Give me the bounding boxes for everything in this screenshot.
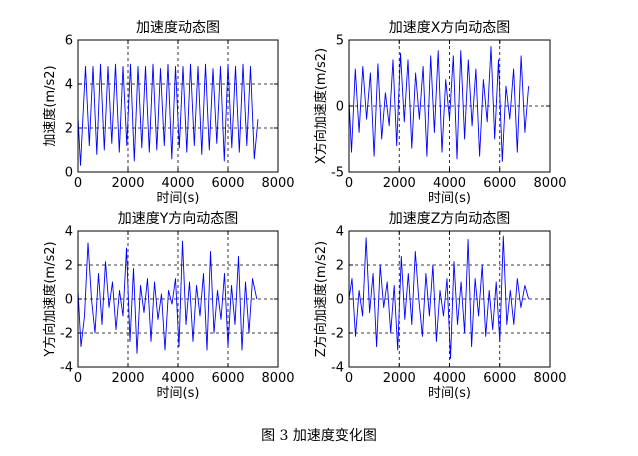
y-tick-label: 6 bbox=[65, 34, 73, 49]
y-tick-label: 2 bbox=[336, 259, 344, 274]
x-tick-label: 6000 bbox=[483, 176, 516, 191]
x-tick-label: 8000 bbox=[261, 176, 294, 191]
y-tick-label: 0 bbox=[336, 293, 344, 308]
y-tick-label: 4 bbox=[65, 78, 73, 93]
x-tick-label: 2000 bbox=[111, 176, 144, 191]
x-axis-label: 时间(s) bbox=[428, 191, 471, 206]
x-tick-label: 4000 bbox=[433, 371, 466, 386]
y-axis-label: Z方向加速度(m/s2) bbox=[313, 241, 329, 357]
data-series-line-1 bbox=[77, 63, 259, 166]
x-tick-label: 4000 bbox=[433, 176, 466, 191]
data-series-line-1 bbox=[348, 235, 530, 359]
data-series-line-1 bbox=[348, 46, 530, 162]
x-axis-label: 时间(s) bbox=[157, 191, 200, 206]
y-axis-label: Y方向加速度(m/s2) bbox=[42, 241, 58, 357]
subplot-2: 0 2000 4000 6000 8000-505加速度X方向动态图时间(s)X方向加速… bbox=[313, 20, 567, 206]
y-tick-label: -5 bbox=[331, 166, 344, 181]
x-tick-label: 8000 bbox=[533, 176, 566, 191]
x-tick-label: 2000 bbox=[383, 371, 416, 386]
y-tick-label: 2 bbox=[65, 122, 73, 137]
y-axis-label: 加速度(m/s2) bbox=[42, 65, 58, 146]
y-tick-label: 2 bbox=[65, 259, 73, 274]
x-tick-label: 2000 bbox=[383, 176, 416, 191]
y-tick-label: 4 bbox=[336, 225, 344, 240]
x-tick-label: 6000 bbox=[211, 176, 244, 191]
y-tick-label: 0 bbox=[336, 100, 344, 115]
x-tick-label: 6000 bbox=[211, 371, 244, 386]
y-axis-label: X方向加速度(m/s2) bbox=[313, 48, 329, 164]
x-tick-label: 4000 bbox=[161, 176, 194, 191]
x-tick-label: 0 bbox=[74, 176, 82, 191]
subplot-title: 加速度动态图 bbox=[136, 20, 220, 36]
y-tick-label: 4 bbox=[65, 225, 73, 240]
y-tick-label: 0 bbox=[65, 293, 73, 308]
x-tick-label: 8000 bbox=[533, 371, 566, 386]
y-tick-label: -2 bbox=[331, 327, 344, 342]
x-tick-label: 2000 bbox=[111, 371, 144, 386]
subplot-title: 加速度Y方向动态图 bbox=[118, 211, 239, 227]
x-axis-label: 时间(s) bbox=[157, 386, 200, 401]
subplot-grid: 0 2000 4000 6000 80000246加速度动态图时间(s)加速度(m/s2… bbox=[42, 20, 567, 401]
x-tick-label: 0 bbox=[345, 371, 353, 386]
x-tick-label: 0 bbox=[74, 371, 82, 386]
data-series-line-1 bbox=[77, 240, 258, 354]
y-tick-label: -4 bbox=[331, 361, 344, 376]
y-tick-label: 5 bbox=[336, 34, 344, 49]
figure-caption: 图 3 加速度变化图 bbox=[261, 428, 377, 444]
x-tick-label: 0 bbox=[345, 176, 353, 191]
y-tick-label: -2 bbox=[60, 327, 73, 342]
x-tick-label: 6000 bbox=[483, 371, 516, 386]
subplot-title: 加速度X方向动态图 bbox=[389, 20, 511, 36]
x-tick-label: 4000 bbox=[161, 371, 194, 386]
y-tick-label: 0 bbox=[65, 166, 73, 181]
subplot-title: 加速度Z方向动态图 bbox=[389, 211, 511, 227]
y-tick-label: -4 bbox=[60, 361, 73, 376]
x-axis-label: 时间(s) bbox=[428, 386, 471, 401]
x-tick-label: 8000 bbox=[261, 371, 294, 386]
